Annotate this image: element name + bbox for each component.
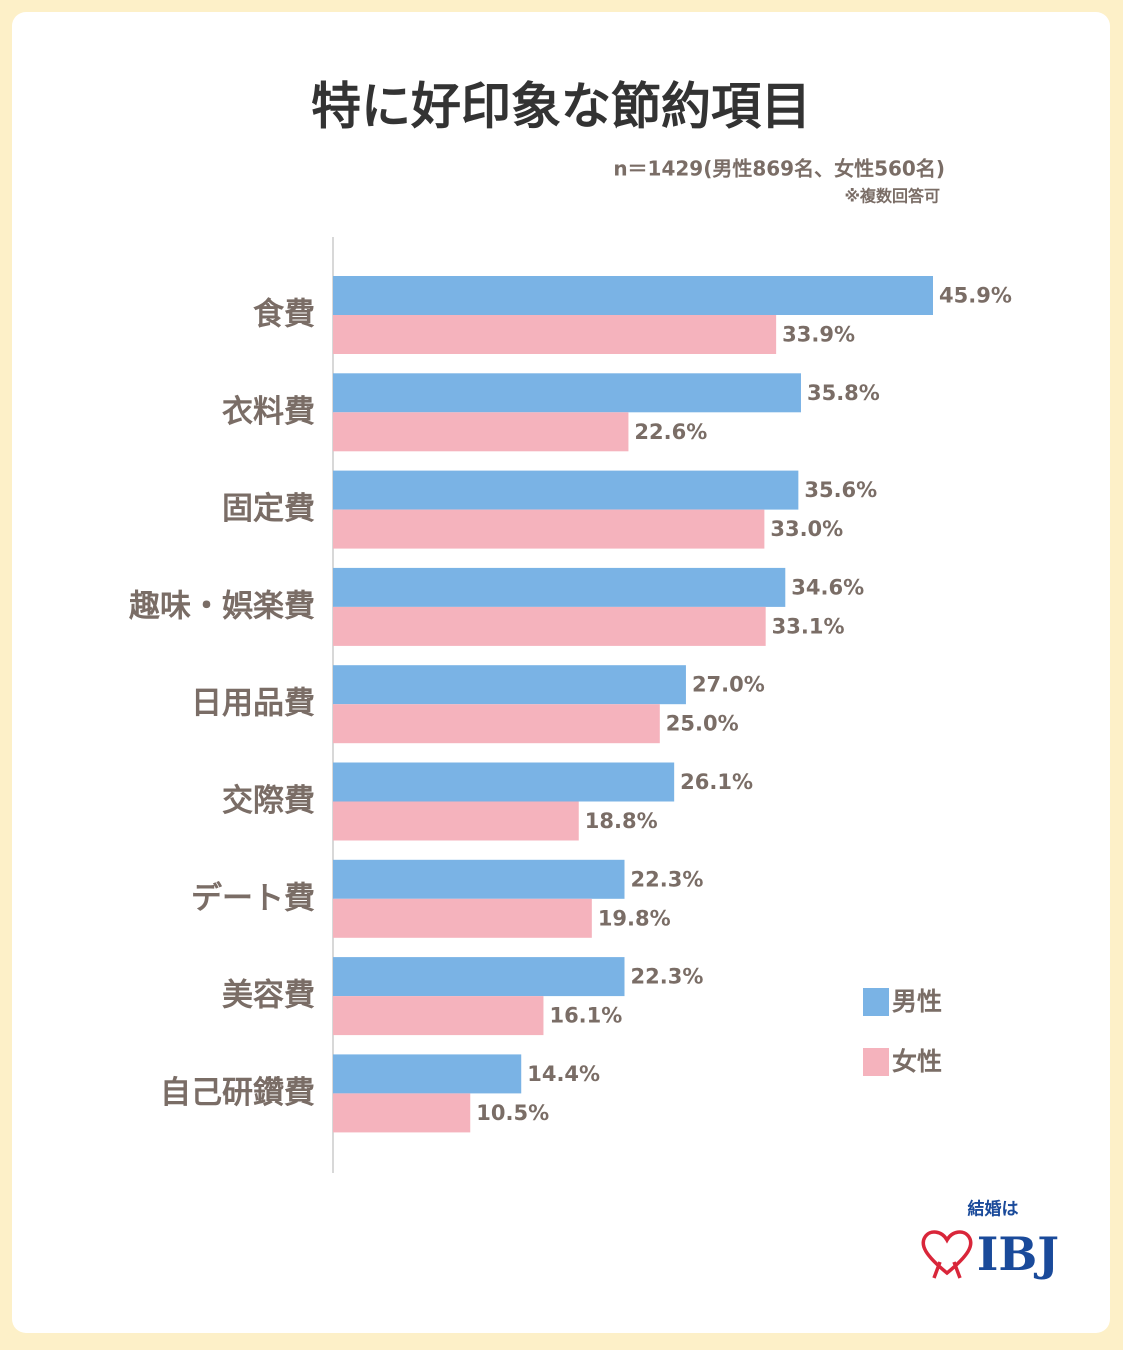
bar (333, 1093, 471, 1133)
bar (333, 859, 625, 899)
value-label: 10.5% (476, 1101, 549, 1125)
value-label: 35.6% (804, 478, 877, 502)
value-label: 34.6% (791, 575, 864, 599)
value-label: 27.0% (692, 673, 765, 697)
bar (333, 606, 766, 646)
value-label: 14.4% (527, 1062, 600, 1086)
bar (333, 412, 629, 452)
bar (333, 957, 625, 997)
legend-swatch (863, 1048, 889, 1076)
bar (333, 704, 660, 744)
bar (333, 898, 592, 938)
value-label: 33.0% (770, 517, 843, 541)
logo: 結婚は IBJ (921, 1199, 1059, 1281)
bar (333, 509, 765, 549)
legend-label: 女性 (892, 1047, 942, 1076)
bar (333, 373, 801, 413)
bar (333, 1054, 522, 1094)
category-label: 自己研鑽費 (160, 1075, 315, 1111)
legend-swatch (863, 988, 889, 1016)
value-label: 25.0% (666, 712, 739, 736)
logo-brand: IBJ (977, 1227, 1059, 1281)
logo-heart (921, 1230, 973, 1279)
value-label: 45.9% (939, 284, 1012, 308)
value-label: 18.8% (585, 809, 658, 833)
bar (333, 276, 933, 315)
bar (333, 762, 675, 802)
category-label: デート費 (191, 880, 315, 916)
bar (333, 567, 786, 607)
bar (333, 315, 777, 354)
category-label: 食費 (253, 297, 315, 333)
bar (333, 470, 799, 510)
value-label: 35.8% (807, 381, 880, 405)
bar (333, 801, 579, 841)
bar (333, 996, 544, 1036)
value-label: 19.8% (598, 906, 671, 930)
value-label: 26.1% (680, 770, 753, 794)
category-label: 固定費 (222, 491, 315, 527)
value-label: 22.6% (634, 420, 707, 444)
value-label: 16.1% (549, 1004, 622, 1028)
category-label: 日用品費 (191, 686, 315, 722)
chart-title: 特に好印象な節約項目 (311, 78, 811, 136)
logo-tagline: 結婚は (968, 1199, 1019, 1220)
category-label: 交際費 (222, 783, 315, 819)
category-label: 美容費 (222, 978, 315, 1014)
value-label: 33.1% (772, 614, 845, 638)
value-label: 22.3% (631, 867, 704, 891)
category-label: 衣料費 (222, 394, 315, 430)
value-label: 22.3% (631, 965, 704, 989)
bar (333, 665, 686, 705)
note: ※複数回答可 (844, 187, 940, 206)
legend-label: 男性 (892, 987, 942, 1016)
category-label: 趣味・娯楽費 (129, 588, 315, 624)
value-label: 33.9% (782, 323, 855, 347)
subtitle: n＝1429(男性869名、女性560名) (613, 157, 945, 181)
